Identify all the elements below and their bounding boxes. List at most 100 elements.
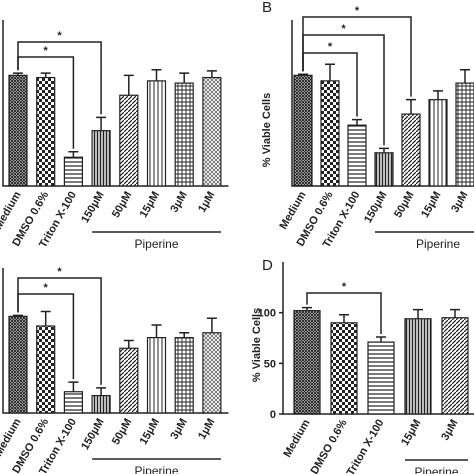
bar	[91, 130, 111, 187]
error-bar	[298, 73, 308, 76]
bar	[8, 315, 28, 414]
x-tick-label: Medium	[281, 417, 312, 459]
x-tick-label: 15μM	[399, 418, 423, 448]
group-label: Piperine	[134, 237, 178, 251]
bar	[202, 332, 222, 414]
significance-star: *	[355, 5, 360, 17]
error-bar	[151, 69, 162, 81]
error-bar	[406, 98, 416, 115]
bar	[146, 337, 167, 414]
error-bar	[13, 314, 23, 317]
error-bar	[206, 70, 217, 78]
x-tick-label: 150μM	[79, 417, 107, 453]
significance-star: *	[328, 41, 333, 53]
x-tick-label: DMSO 0.6%	[309, 417, 350, 474]
group-label: Piperine	[414, 465, 458, 474]
significance-bracket	[302, 34, 385, 146]
bar	[367, 341, 395, 415]
x-tick-label: 3μM	[449, 190, 470, 215]
x-tick-label: 50μM	[110, 190, 134, 220]
error-bar	[325, 63, 335, 81]
error-bar	[433, 90, 443, 100]
error-bar	[413, 308, 423, 319]
bar	[8, 74, 28, 187]
bar	[455, 82, 474, 187]
significance-star: *	[342, 281, 347, 293]
bar	[404, 318, 432, 415]
error-bar	[123, 74, 134, 96]
x-tick-label: 3μM	[168, 190, 189, 215]
significance-star: *	[57, 30, 62, 42]
x-tick-label: 50μM	[110, 417, 134, 447]
significance-bracket	[17, 293, 75, 380]
y-axis-label: % Viable Cells	[261, 93, 273, 167]
bar	[347, 124, 367, 187]
x-tick-label: 3μM	[439, 418, 460, 443]
error-bar	[13, 72, 23, 76]
x-tick-label: 15μM	[419, 190, 443, 220]
bar	[91, 395, 111, 414]
significance-star: *	[44, 282, 49, 294]
error-bar	[339, 313, 349, 323]
error-bar	[179, 332, 190, 338]
group-label: Piperine	[416, 237, 460, 251]
bar	[428, 99, 448, 187]
bar	[146, 80, 167, 187]
bar	[374, 152, 394, 187]
error-bar	[40, 310, 51, 326]
y-tick-label: 100	[258, 308, 276, 320]
panel-label: D	[262, 257, 273, 274]
error-bar	[40, 72, 51, 78]
x-tick-label: 1μM	[196, 417, 217, 442]
bar	[293, 310, 321, 415]
bar	[441, 317, 469, 415]
panel-label: B	[262, 0, 272, 16]
significance-bracket	[306, 292, 382, 334]
error-bar	[96, 387, 107, 396]
bar	[320, 80, 340, 187]
error-bar	[96, 116, 107, 131]
bar	[36, 76, 56, 187]
error-bar	[68, 381, 79, 392]
bar	[401, 113, 421, 187]
bar	[63, 391, 84, 414]
error-bar	[206, 317, 217, 333]
x-tick-label: 15μM	[138, 417, 162, 447]
group-label: Piperine	[134, 464, 178, 474]
significance-star: *	[341, 23, 346, 35]
error-bar	[450, 308, 460, 318]
x-tick-label: 50μM	[392, 190, 416, 220]
y-tick-label: 50	[264, 358, 276, 370]
error-bar	[376, 336, 386, 343]
error-bar	[352, 118, 362, 126]
significance-star: *	[57, 266, 62, 278]
error-bar	[123, 339, 134, 349]
error-bar	[379, 147, 389, 153]
significance-star: *	[44, 45, 49, 57]
bar	[174, 82, 194, 187]
x-tick-label: 150μM	[79, 190, 107, 226]
bar	[63, 156, 84, 187]
x-tick-label: 150μM	[362, 190, 390, 226]
bar	[36, 325, 56, 414]
error-bar	[302, 306, 312, 311]
x-tick-label: 1μM	[196, 190, 217, 215]
error-bar	[460, 69, 470, 84]
bar	[174, 337, 194, 414]
bar	[202, 76, 222, 187]
bar	[330, 322, 358, 415]
x-tick-label: Triton X-100	[345, 418, 387, 474]
error-bar	[68, 150, 79, 158]
bar	[293, 74, 313, 187]
y-axis-label: % Viable Cells	[251, 308, 263, 382]
error-bar	[179, 72, 190, 84]
x-tick-label: 15μM	[138, 190, 162, 220]
y-tick-label: 0	[270, 409, 276, 421]
error-bar	[151, 324, 162, 338]
significance-bracket	[302, 52, 358, 117]
bar	[119, 94, 139, 187]
bar	[119, 347, 139, 414]
significance-bracket	[17, 41, 102, 115]
x-tick-label: 3μM	[168, 417, 189, 442]
